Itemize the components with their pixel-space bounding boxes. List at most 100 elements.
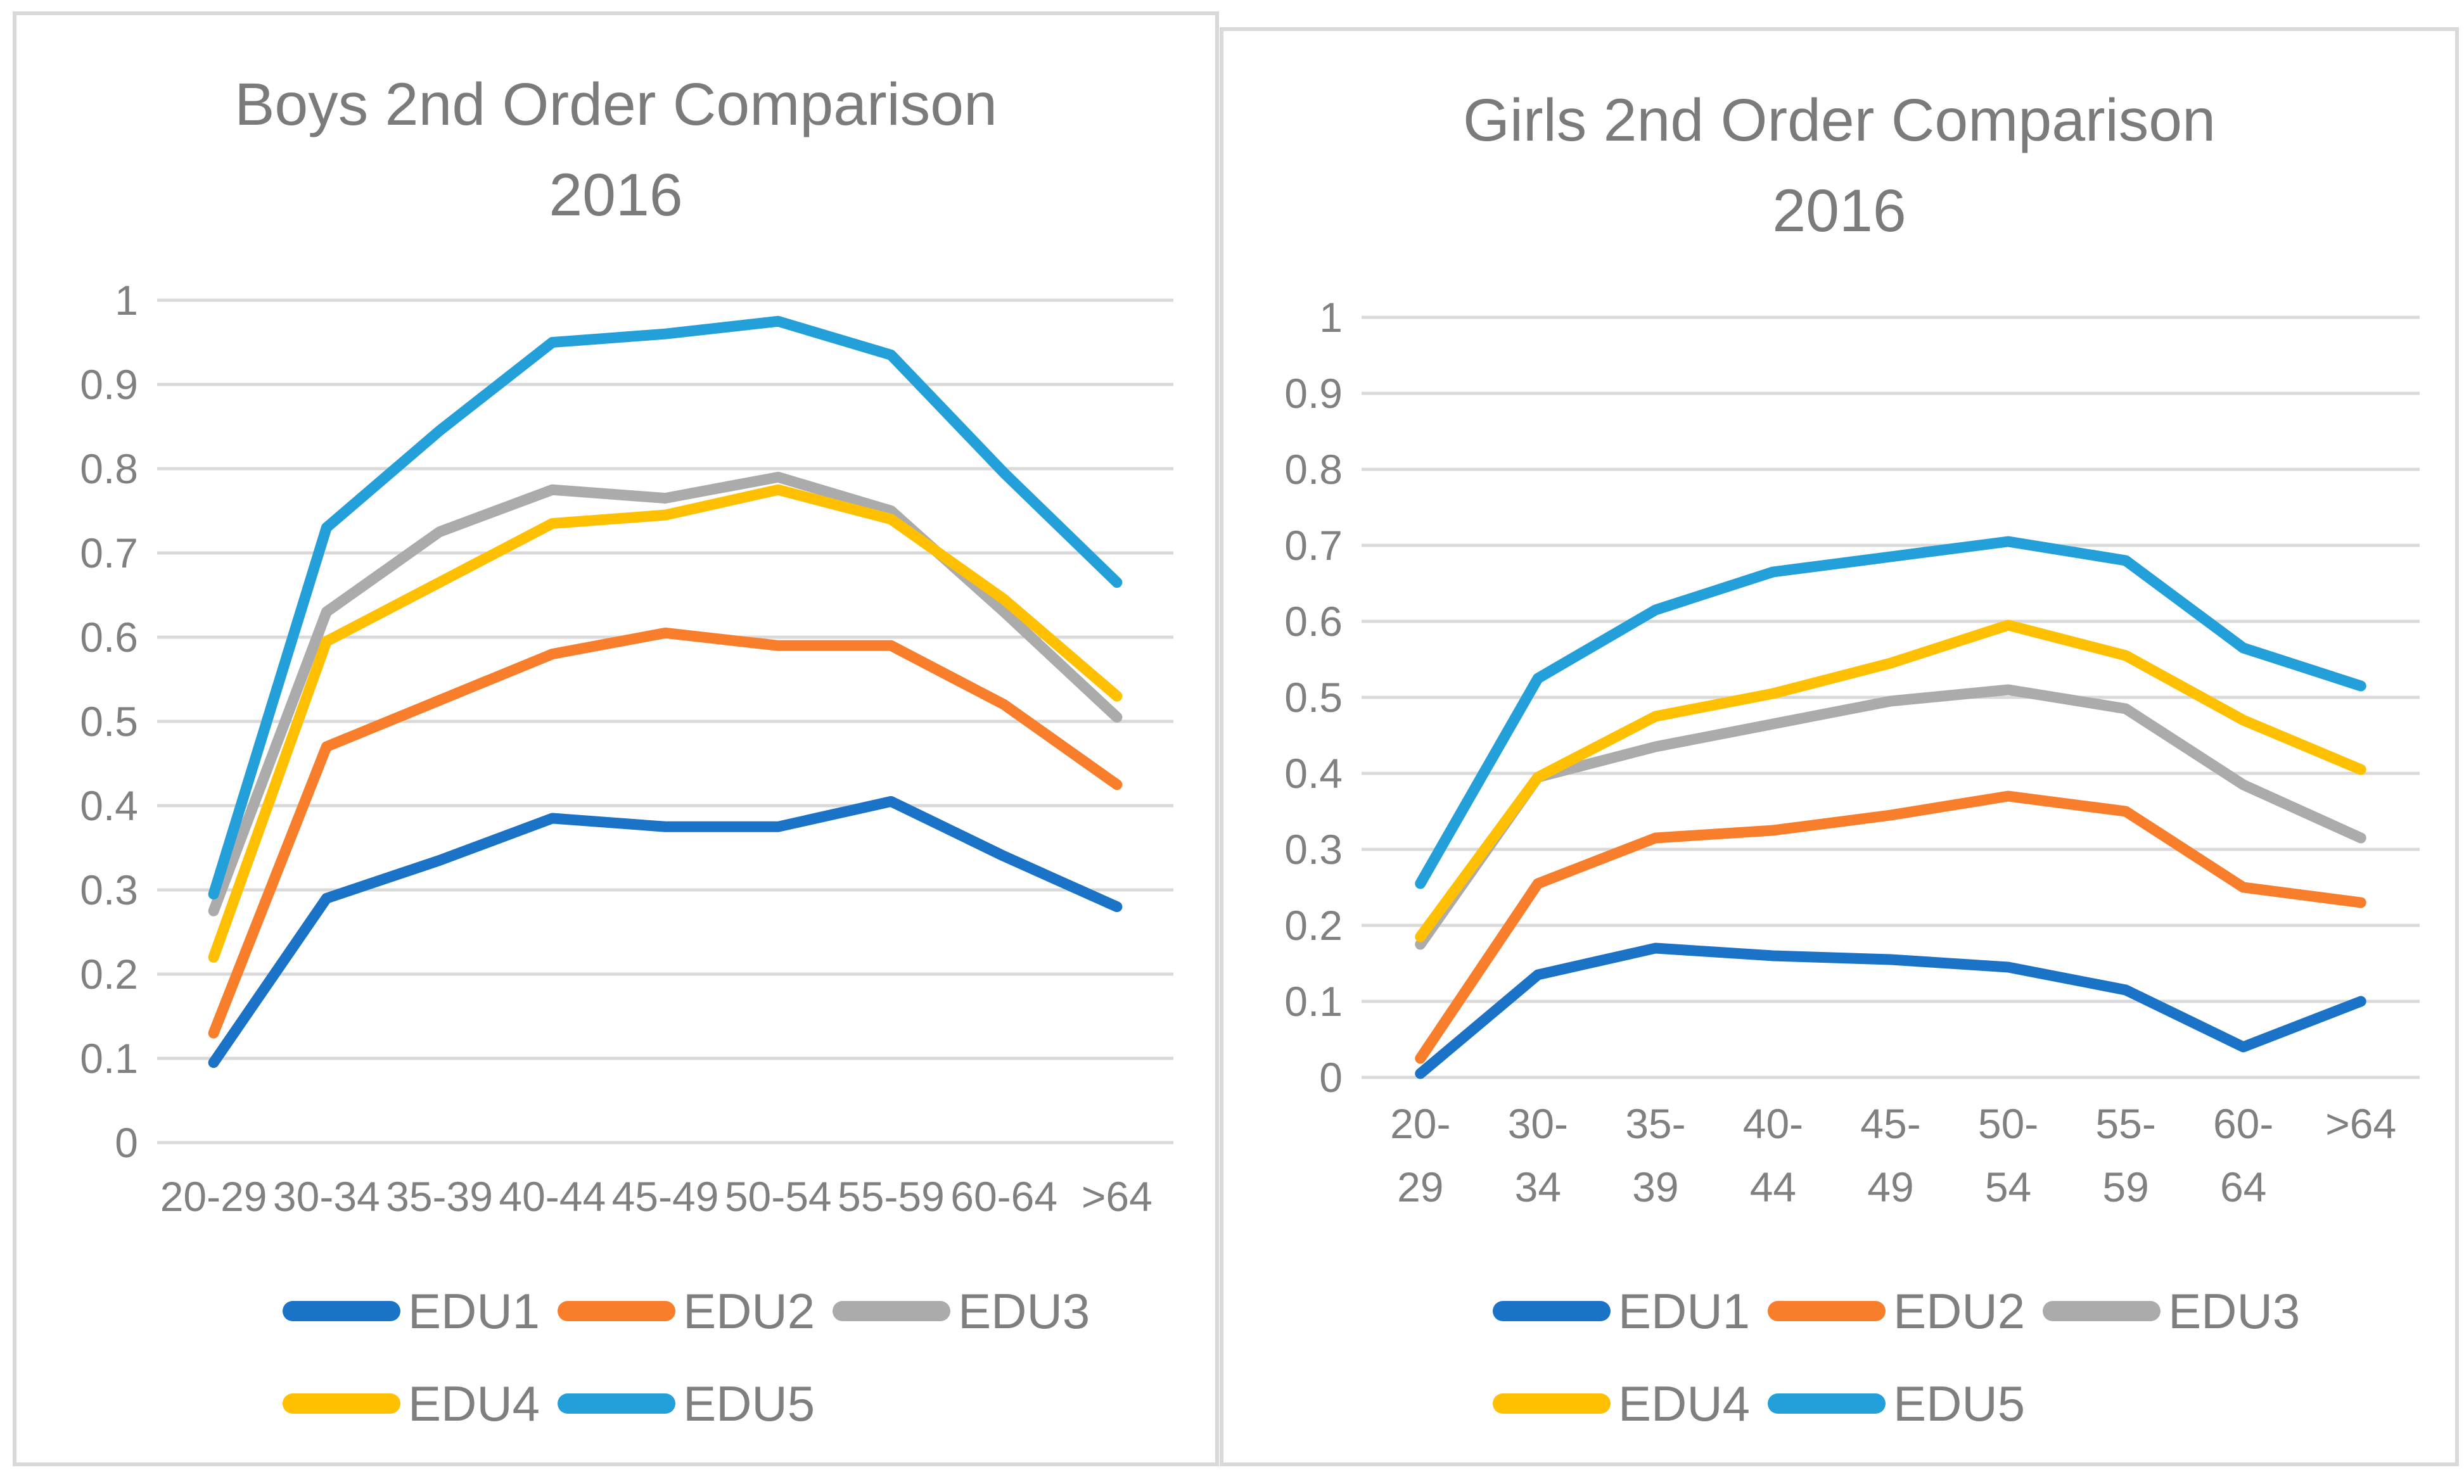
edu5-legend-label: EDU5 [683, 1376, 815, 1431]
y-tick-label-0.6: 0.6 [80, 614, 138, 661]
edu2-line-swatch-icon [558, 1301, 676, 1321]
y-axis-labels: 0 0.1 0.2 0.3 0.4 0.5 0.6 0.7 0.8 0.9 1 [80, 277, 138, 1166]
edu1-legend-label: EDU1 [1618, 1283, 1751, 1339]
x-tick-label-55-59: 55-59 [838, 1173, 945, 1220]
y-tick-label-0.1: 0.1 [80, 1035, 138, 1082]
series-lines [208, 315, 1123, 1069]
y-tick-label-0.8: 0.8 [1284, 446, 1343, 493]
legend-item-edu1: EDU1 [1493, 1286, 1750, 1336]
girls-chart-panel: 0 0.1 0.2 0.3 0.4 0.5 0.6 0.7 0.8 0.9 1 20-29 30-34 3… [1220, 27, 2459, 1466]
legend-item-edu1: EDU1 [283, 1286, 540, 1336]
y-tick-label-0.9: 0.9 [1284, 370, 1343, 417]
series-line-EDU3 [1415, 684, 2366, 950]
y-axis-labels: 0 0.1 0.2 0.3 0.4 0.5 0.6 0.7 0.8 0.9 1 [1284, 294, 1343, 1101]
edu5-legend-label: EDU5 [1893, 1376, 2026, 1431]
edu4-legend-label: EDU4 [408, 1376, 540, 1431]
legend-item-edu2: EDU2 [558, 1286, 815, 1336]
legend-item-edu5: EDU5 [558, 1379, 815, 1428]
x-tick-label-20-29: 20-29 [160, 1173, 267, 1220]
legend-item-edu3: EDU3 [833, 1286, 1090, 1336]
x-tick-label-40-44: 40-44 [1743, 1100, 1803, 1210]
edu2-legend-label: EDU2 [683, 1283, 815, 1339]
y-tick-label-0.3: 0.3 [1284, 826, 1343, 873]
series-line-EDU4 [208, 484, 1123, 963]
x-tick-label-30-34: 30-34 [1508, 1100, 1568, 1210]
edu4-line-swatch-icon [283, 1393, 400, 1414]
boys-legend-row-1: EDU1 EDU2 EDU3 [283, 1282, 1108, 1340]
edu4-line-swatch-icon [1493, 1393, 1611, 1414]
edu3-line-swatch-icon [2043, 1301, 2161, 1321]
boys-legend: EDU1 EDU2 EDU3 EDU4 EDU5 [283, 1282, 1108, 1433]
x-tick-label-50-54: 50-54 [725, 1173, 832, 1220]
edu2-line-swatch-icon [1768, 1301, 1886, 1321]
y-tick-label-0.7: 0.7 [1284, 522, 1343, 569]
y-tick-label-1: 1 [1319, 294, 1343, 341]
x-tick-label-20-29: 20-29 [1390, 1100, 1450, 1210]
legend-item-edu5: EDU5 [1768, 1379, 2025, 1428]
series-line-EDU1 [1415, 942, 2366, 1079]
y-tick-label-1: 1 [115, 277, 138, 324]
boys-legend-row-2: EDU4 EDU5 [283, 1374, 1108, 1433]
boys-chart-title-line2: 2016 [549, 161, 683, 229]
edu4-legend-label: EDU4 [1618, 1376, 1751, 1431]
x-tick-label->64: >64 [2325, 1100, 2396, 1147]
y-tick-label-0: 0 [115, 1119, 138, 1166]
girls-legend-row-2: EDU4 EDU5 [1493, 1374, 2318, 1433]
y-tick-label-0: 0 [1319, 1054, 1343, 1101]
edu1-line-swatch-icon [1493, 1301, 1611, 1321]
y-tick-label-0.3: 0.3 [80, 866, 138, 913]
edu1-line-swatch-icon [283, 1301, 400, 1321]
series-lines [1415, 536, 2366, 1079]
series-line-EDU5 [1415, 536, 2366, 889]
x-tick-label-45-49: 45-49 [612, 1173, 719, 1220]
edu5-line-swatch-icon [1768, 1393, 1886, 1414]
x-tick-label->64: >64 [1082, 1173, 1152, 1220]
x-tick-label-45-49: 45-49 [1860, 1100, 1920, 1210]
series-line-EDU5 [208, 315, 1123, 900]
x-tick-label-30-34: 30-34 [273, 1173, 380, 1220]
x-tick-label-35-39: 35-39 [1625, 1100, 1685, 1210]
y-tick-label-0.6: 0.6 [1284, 598, 1343, 645]
x-tick-label-60-64: 60-64 [950, 1173, 1057, 1220]
x-tick-label-55-59: 55-59 [2095, 1100, 2155, 1210]
girls-legend-row-1: EDU1 EDU2 EDU3 [1493, 1282, 2318, 1340]
girls-chart-title-line2: 2016 [1772, 177, 1906, 244]
legend-item-edu3: EDU3 [2043, 1286, 2300, 1336]
legend-item-edu4: EDU4 [283, 1379, 540, 1428]
x-tick-label-40-44: 40-44 [499, 1173, 606, 1220]
girls-chart-title: Girls 2nd Order Comparison 2016 [1223, 75, 2455, 256]
edu5-line-swatch-icon [558, 1393, 676, 1414]
series-line-EDU2 [1415, 790, 2366, 1064]
legend-item-edu4: EDU4 [1493, 1379, 1750, 1428]
y-tick-label-0.7: 0.7 [80, 530, 138, 576]
y-tick-label-0.2: 0.2 [1284, 902, 1343, 949]
x-tick-label-35-39: 35-39 [386, 1173, 493, 1220]
edu2-legend-label: EDU2 [1893, 1283, 2026, 1339]
girls-plot-area: 0 0.1 0.2 0.3 0.4 0.5 0.6 0.7 0.8 0.9 1 20-29 30-34 3… [1284, 294, 2420, 1210]
y-tick-label-0.5: 0.5 [1284, 674, 1343, 721]
edu1-legend-label: EDU1 [408, 1283, 540, 1339]
edu3-legend-label: EDU3 [958, 1283, 1090, 1339]
series-line-EDU1 [208, 796, 1123, 1069]
gridlines [1362, 315, 2420, 1079]
edu3-line-swatch-icon [833, 1301, 951, 1321]
y-tick-label-0.4: 0.4 [80, 782, 138, 829]
boys-chart-title-line1: Boys 2nd Order Comparison [234, 71, 997, 138]
edu3-legend-label: EDU3 [2168, 1283, 2301, 1339]
x-tick-label-60-64: 60-64 [2213, 1100, 2273, 1210]
boys-chart-panel: 0 0.1 0.2 0.3 0.4 0.5 0.6 0.7 0.8 0.9 1 20-29 30-34 3… [13, 11, 1219, 1466]
y-tick-label-0.8: 0.8 [80, 445, 138, 492]
y-tick-label-0.2: 0.2 [80, 951, 138, 998]
boys-plot-area: 0 0.1 0.2 0.3 0.4 0.5 0.6 0.7 0.8 0.9 1 20-29 30-34 3… [80, 277, 1173, 1220]
boys-chart-title: Boys 2nd Order Comparison 2016 [16, 60, 1215, 240]
girls-legend: EDU1 EDU2 EDU3 EDU4 EDU5 [1493, 1282, 2318, 1433]
series-line-EDU4 [1415, 619, 2366, 942]
x-tick-label-50-54: 50-54 [1978, 1100, 2038, 1210]
y-tick-label-0.4: 0.4 [1284, 750, 1343, 797]
y-tick-label-0.9: 0.9 [80, 361, 138, 408]
series-line-EDU2 [208, 627, 1123, 1039]
y-tick-label-0.5: 0.5 [80, 698, 138, 745]
x-axis-labels: 20-29 30-34 35-39 40-44 45-49 50-54 55-59 60-64… [1390, 1100, 2396, 1210]
